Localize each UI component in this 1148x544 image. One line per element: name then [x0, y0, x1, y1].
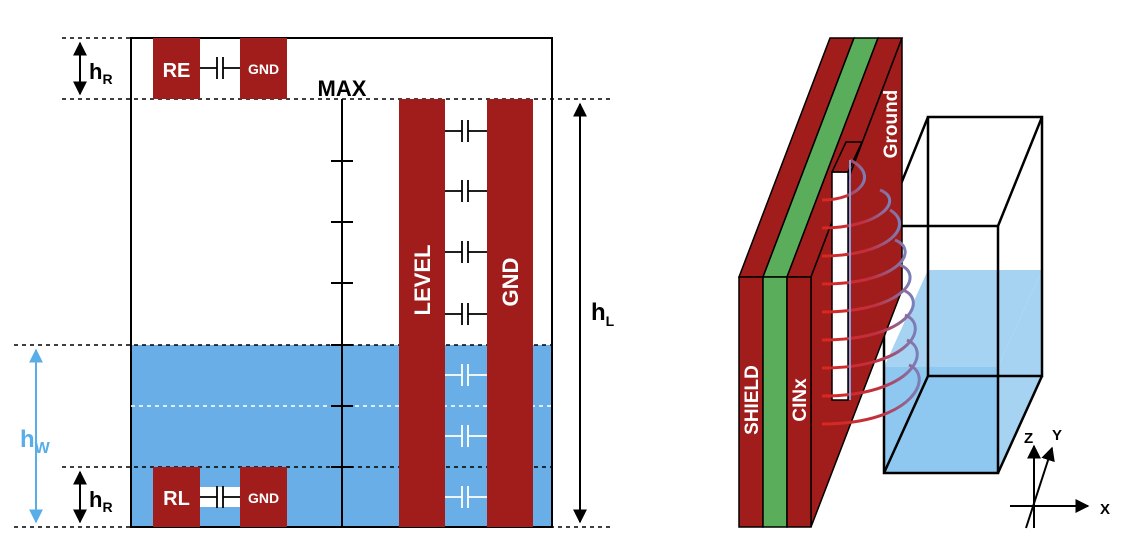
hr-bottom-label: hR: [89, 487, 113, 515]
cin-label: CINx: [790, 378, 811, 422]
re-capacitor-symbol: [200, 57, 240, 79]
rl-gnd-label: GND: [248, 490, 279, 506]
cin-front-face: [762, 276, 788, 528]
hw-label: hW: [20, 426, 51, 457]
level-gnd-label: GND: [498, 258, 523, 307]
max-label: MAX: [318, 76, 367, 101]
hr-top-label: hR: [89, 59, 113, 87]
rl-label: RL: [163, 488, 190, 510]
axis-z-label: Z: [1024, 430, 1033, 447]
rl-capacitor-bg: [200, 487, 240, 507]
right-3d-diagram: SHIELD CINx Ground X Z Y: [737, 37, 1110, 529]
electrode-stack: SHIELD CINx Ground: [737, 37, 904, 528]
level-capacitors-wet: [445, 364, 487, 508]
ground-front-face: [786, 276, 812, 528]
axes-indicator: [1010, 444, 1090, 529]
tank-3d: [882, 115, 1044, 475]
re-label: RE: [163, 60, 191, 82]
ground-slot-top: [830, 141, 864, 173]
level-capacitors-dry: [445, 120, 487, 325]
shield-label: SHIELD: [742, 365, 763, 435]
re-electrode: [153, 38, 200, 99]
re-gnd-electrode: [240, 38, 287, 99]
level-gnd-electrode: [487, 99, 533, 527]
re-gnd-label: GND: [248, 61, 279, 77]
left-sensor-diagram: hR hR hW hL RE GND RL GND MAX: [14, 37, 615, 528]
axis-x-label: X: [1100, 501, 1110, 518]
rl-capacitor-symbol: [200, 486, 240, 508]
level-electrode: [399, 99, 445, 527]
water-side-face: [998, 270, 1042, 473]
level-label: LEVEL: [410, 245, 435, 316]
ground-label: Ground: [881, 90, 902, 159]
rl-electrode: [153, 467, 200, 527]
water-top-surface: [884, 270, 1042, 367]
shield-front-face: [738, 276, 764, 528]
axis-y-label: Y: [1052, 427, 1062, 444]
hl-label: hL: [591, 299, 615, 329]
level-scale-ticks: [331, 160, 353, 468]
rl-gnd-electrode: [240, 467, 287, 527]
water-front-face: [884, 367, 998, 473]
